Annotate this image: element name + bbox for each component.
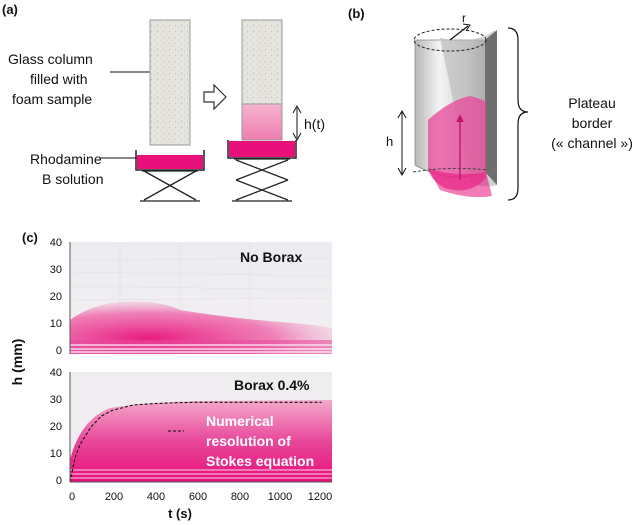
panel-c: (c) h (mm) No Borax	[9, 230, 332, 521]
radius-line	[449, 25, 469, 41]
wetted-foam-region	[241, 103, 283, 141]
curve-annotation-line3: Stokes equation	[206, 453, 314, 469]
xtick: 200	[105, 491, 123, 503]
lab-jack-left	[140, 170, 200, 202]
xtick: 1200	[308, 491, 332, 503]
plateau-caption-line2: border	[572, 115, 613, 131]
transition-arrow-icon	[203, 83, 227, 111]
xtick: 800	[231, 491, 249, 503]
brace	[507, 27, 529, 201]
bottom-ytick: 10	[50, 448, 62, 460]
panel-a: (a) Glass column filled with foam sample…	[2, 2, 325, 202]
top-ytick: 30	[50, 264, 62, 276]
column-caption-line1: Glass column	[8, 51, 93, 67]
x-axis-label: t (s)	[168, 506, 192, 521]
xtick: 600	[189, 491, 207, 503]
bottom-ytick: 40	[50, 367, 62, 379]
bottom-ytick: 30	[50, 394, 62, 406]
xtick: 0	[69, 491, 75, 503]
cylinder-dark-edge	[485, 30, 497, 185]
plateau-caption-line1: Plateau	[568, 95, 615, 111]
channel-top-ellipse	[413, 28, 487, 52]
top-plot-base-band	[70, 340, 332, 354]
bottom-plot: Borax 0.4% Numerical resolution of Stoke…	[69, 372, 332, 483]
column-caption-line2: filled with	[30, 71, 88, 87]
pink-liquid-base	[428, 168, 492, 198]
column-caption-line3: foam sample	[12, 91, 92, 107]
bottom-ytick: 0	[56, 475, 62, 487]
channel-base-line	[412, 167, 489, 173]
y-axis-label: h (mm)	[9, 339, 25, 386]
panel-b-label: (b)	[348, 6, 365, 21]
bottom-y-axis: 40 30 20 10 0	[50, 367, 71, 487]
top-ytick: 40	[50, 237, 62, 249]
curve-annotation-line1: Numerical	[206, 413, 274, 429]
lab-jack-right	[232, 158, 292, 202]
solution-caption-line2: B solution	[42, 171, 103, 187]
solution-caption-line1: Rhodamine	[30, 151, 102, 167]
bottom-plot-white-streaks	[70, 469, 332, 479]
xtick: 400	[147, 491, 165, 503]
panel-a-label: (a)	[2, 2, 18, 17]
dish-left	[135, 150, 205, 171]
rhodamine-solution-left	[137, 155, 203, 169]
bottom-plot-pink-region	[70, 400, 332, 482]
glass-column-left	[149, 19, 191, 146]
radius-label: r	[462, 11, 466, 25]
top-ytick: 20	[50, 291, 62, 303]
top-plot-white-streaks	[70, 344, 332, 353]
channel-height-label: h	[386, 134, 393, 149]
top-plot-texture	[69, 242, 333, 354]
radius-arrowhead	[462, 23, 471, 32]
pink-liquid-section	[428, 96, 486, 191]
xtick: 1000	[268, 491, 292, 503]
top-ytick: 0	[56, 345, 62, 357]
top-plot-title: No Borax	[240, 249, 302, 265]
height-label: h(t)	[304, 116, 325, 132]
top-y-axis: 40 30 20 10 0	[50, 237, 71, 357]
top-ytick: 10	[50, 318, 62, 330]
bottom-ytick: 20	[50, 421, 62, 433]
rhodamine-solution-right	[229, 141, 295, 157]
plateau-caption-line3: (« channel »)	[551, 135, 633, 151]
panel-c-label: (c)	[22, 230, 38, 245]
height-arrow	[292, 104, 302, 142]
bottom-plot-title: Borax 0.4%	[234, 377, 310, 393]
x-axis: 0 200 400 600 800 1000 1200	[69, 481, 332, 503]
top-plot: No Borax	[69, 242, 333, 354]
dish-right	[227, 140, 297, 159]
channel-height-arrow	[397, 109, 407, 177]
glass-column-right	[241, 19, 283, 105]
stokes-model-curve	[69, 401, 322, 483]
panel-b: (b) r h Plateau border (« channel »)	[348, 6, 633, 201]
curve-annotation-line2: resolution of	[206, 433, 291, 449]
